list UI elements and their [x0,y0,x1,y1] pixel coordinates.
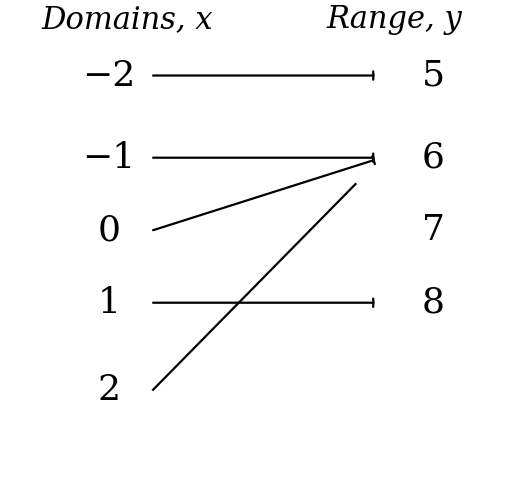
Text: −1: −1 [83,141,135,175]
Text: 2: 2 [98,373,120,407]
Text: 1: 1 [98,286,120,320]
Text: 7: 7 [422,213,445,247]
Text: 6: 6 [422,141,445,175]
Text: −2: −2 [83,59,135,92]
Text: 0: 0 [98,213,120,247]
Text: 8: 8 [422,286,445,320]
Text: Range, y: Range, y [326,4,462,35]
Text: 5: 5 [422,59,445,92]
Text: Domains, x: Domains, x [42,4,213,35]
